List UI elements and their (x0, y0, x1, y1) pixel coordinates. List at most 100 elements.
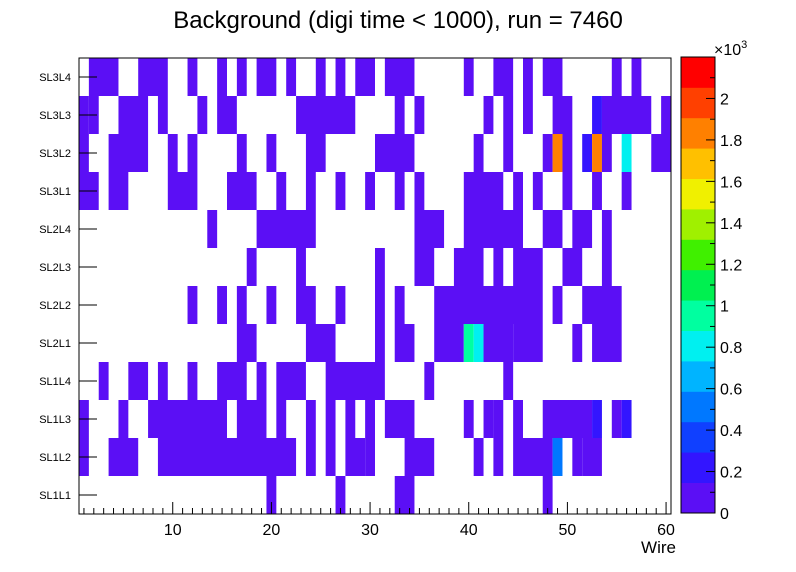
heatmap-cell (365, 438, 375, 476)
colorbar-swatch (681, 300, 715, 331)
colorbar-swatch (681, 117, 715, 149)
heatmap-cell (513, 400, 523, 438)
chart-title: Background (digi time < 1000), run = 746… (173, 7, 623, 34)
colorbar-tick-label: 1 (720, 299, 729, 316)
heatmap-cell (148, 400, 227, 438)
colorbar-swatch (681, 148, 715, 179)
colorbar-swatch (681, 87, 715, 119)
heatmap-cell (296, 286, 316, 324)
y-tick-label: SL1L2 (39, 452, 71, 464)
heatmap-cell (325, 362, 385, 400)
heatmap-cell (562, 248, 583, 286)
heatmap-cell (493, 400, 504, 438)
heatmap-cell (394, 172, 405, 210)
heatmap-cell (305, 400, 316, 438)
heatmap-cell (572, 438, 583, 476)
heatmap-cell (236, 324, 257, 362)
heatmap-cell (631, 58, 642, 96)
heatmap-cell (601, 134, 612, 172)
heatmap-cell (157, 362, 168, 400)
heatmap-cell (375, 248, 385, 286)
colorbar-swatch (681, 209, 715, 240)
heatmap-cell (483, 324, 514, 362)
heatmap-cell (542, 400, 593, 438)
heatmap-cell (197, 96, 208, 134)
heatmap-cell (592, 400, 602, 438)
y-tick-label: SL2L4 (39, 224, 71, 236)
heatmap-cell (187, 134, 198, 172)
x-tick-label: 50 (559, 522, 577, 539)
heatmap-cell (651, 134, 671, 172)
heatmap-cell (463, 400, 474, 438)
colorbar-swatch (681, 452, 715, 483)
heatmap-cell (167, 172, 198, 210)
heatmap-cell (493, 58, 514, 96)
heatmap-cell (217, 96, 237, 134)
heatmap-cell (335, 476, 346, 514)
heatmap-cell (473, 438, 484, 476)
heatmap-cell (542, 58, 563, 96)
heatmap-cell (236, 58, 247, 96)
heatmap-cell (305, 134, 326, 172)
heatmap-cell (414, 210, 445, 248)
heatmap-cell (463, 324, 474, 362)
heatmap-cell (661, 96, 671, 134)
y-tick-label: SL2L1 (39, 338, 71, 350)
heatmap-cell (296, 248, 306, 286)
heatmap-cell (305, 438, 316, 476)
x-axis: 10 20 30 40 50 60 (83, 502, 675, 539)
heatmap-cell (414, 248, 435, 286)
colorbar-tick-label: 0.6 (720, 382, 742, 399)
heatmap-cell (434, 324, 464, 362)
heatmap-cell (552, 438, 563, 476)
heatmap-cell (592, 96, 602, 134)
y-tick-label: SL3L1 (39, 186, 71, 198)
heatmap-cell (276, 172, 287, 210)
x-tick-label: 30 (361, 522, 379, 539)
heatmap-cell (601, 210, 612, 248)
heatmap-cell (463, 172, 504, 210)
heatmap-cell (325, 438, 336, 476)
heatmap-cell (621, 172, 632, 210)
colorbar-tick-label: 1.8 (720, 133, 742, 150)
heatmap-cell (236, 134, 247, 172)
colorbar-tick-label: 0.8 (720, 340, 742, 357)
heatmap-cell (562, 134, 573, 172)
heatmap-cell (375, 286, 385, 324)
heatmap-cell (345, 400, 356, 438)
heatmap-cell (601, 248, 612, 286)
heatmap-cell (503, 134, 514, 172)
heatmap-cell (542, 210, 563, 248)
heatmap-cell (592, 134, 602, 172)
heatmap-cell (611, 400, 622, 438)
heatmap-cell (138, 58, 168, 96)
heatmap-cell (187, 362, 198, 400)
heatmap-cell (572, 210, 593, 248)
heatmap-cell (532, 172, 543, 210)
heatmap-cell (384, 58, 415, 96)
y-tick-label: SL1L3 (39, 414, 71, 426)
heatmap-cell (108, 438, 139, 476)
colorbar-tick-label: 0 (720, 506, 729, 523)
colorbar-exponent-power: 3 (741, 39, 747, 51)
heatmap-cell (434, 286, 543, 324)
heatmap-cell (473, 324, 484, 362)
heatmap-cell (513, 248, 543, 286)
heatmap-cell (513, 438, 553, 476)
colorbar-swatch (681, 239, 715, 271)
heatmap-cell (335, 58, 346, 96)
heatmap-cell (296, 96, 356, 134)
heatmap-cell (582, 286, 622, 324)
heatmap-cell (227, 172, 257, 210)
heatmap-cell (276, 400, 287, 438)
heatmap-cell (503, 362, 514, 400)
heatmap-cell (217, 58, 227, 96)
heatmap-cell (108, 134, 149, 172)
heatmap-cell (394, 286, 405, 324)
colorbar-tick-label: 0.4 (720, 423, 742, 440)
heatmap-cell (217, 362, 247, 400)
colorbar-exponent-base: ×10 (714, 42, 741, 59)
colorbar-tick-label: 0.2 (720, 465, 742, 482)
heatmap-cell (325, 400, 336, 438)
heatmap-cell (552, 96, 573, 134)
